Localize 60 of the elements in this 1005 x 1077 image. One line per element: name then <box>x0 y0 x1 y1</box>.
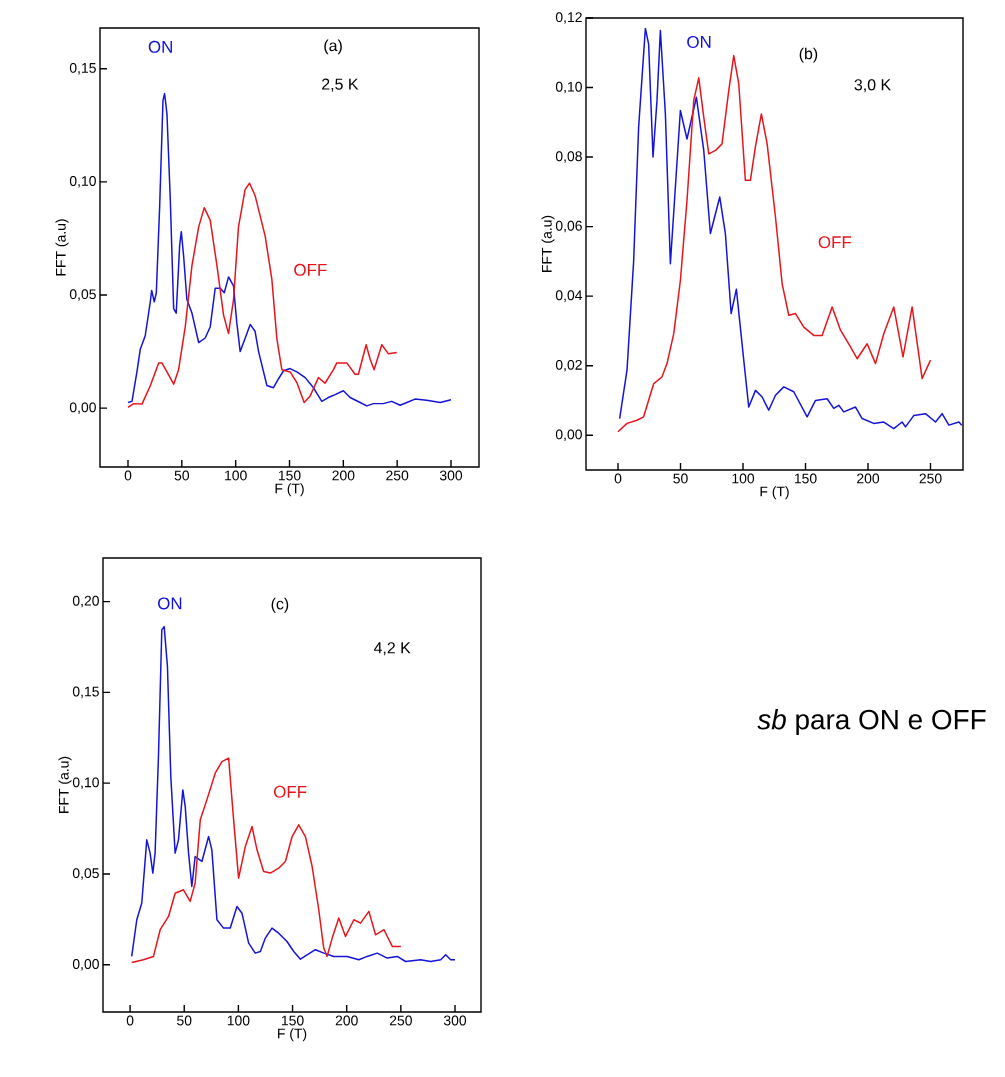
annotation: (b) <box>799 47 818 63</box>
x-tick-label: 0 <box>126 1015 134 1026</box>
x-tick-label: 200 <box>335 1015 358 1026</box>
y-tick-label: 0,10 <box>72 777 99 789</box>
text: sb para ON e OFF <box>757 709 986 735</box>
x-axis-title: F (T) <box>760 486 789 500</box>
x-tick-label: 300 <box>439 470 463 481</box>
y-tick-label: 0,06 <box>555 220 582 233</box>
y-tick-label: 0,15 <box>72 686 99 699</box>
y-tick-label: 0,10 <box>69 176 96 188</box>
annotation: 4,2 K <box>373 642 411 656</box>
y-axis-title: FFT (a.u) <box>58 756 72 813</box>
x-tick-label: 150 <box>794 473 817 484</box>
y-tick-label: 0,08 <box>555 151 582 163</box>
x-tick-label: 250 <box>389 1015 412 1026</box>
x-tick-label: 50 <box>673 473 688 484</box>
y-tick-label: 0,05 <box>69 289 96 301</box>
text: ON <box>148 40 172 53</box>
line-series <box>618 27 963 430</box>
x-tick-label: 50 <box>177 1015 192 1026</box>
x-tick-label: 200 <box>857 473 880 484</box>
x-tick-label: 250 <box>386 470 409 481</box>
annotation: (c) <box>271 597 289 613</box>
x-tick-label: 200 <box>332 470 355 481</box>
x-tick-label: 50 <box>174 470 190 481</box>
series-label: ON <box>158 597 182 610</box>
y-tick-label: 0,04 <box>555 290 583 302</box>
y-axis-title: FFT (a.u) <box>55 219 69 276</box>
x-axis-title: F (T) <box>275 483 304 497</box>
x-tick-label: 300 <box>443 1015 467 1026</box>
y-tick-label: 0,02 <box>555 359 582 372</box>
series-label: OFF <box>273 785 307 798</box>
x-tick-label: 0 <box>614 473 622 484</box>
line-series <box>127 92 452 407</box>
x-tick-label: 250 <box>919 473 942 484</box>
y-axis-title: FFT (a.u) <box>541 215 555 272</box>
y-tick-label: 0,12 <box>555 12 582 24</box>
line-series <box>130 625 456 963</box>
line-series <box>130 757 402 964</box>
line-series <box>127 182 398 409</box>
y-tick-label: 0,00 <box>69 402 96 414</box>
annotation: 2,5 K <box>322 78 359 92</box>
y-tick-label: 0,00 <box>72 959 99 971</box>
x-tick-label: 100 <box>227 1015 250 1026</box>
x-axis-title: F (T) <box>278 1028 307 1042</box>
text: OFF <box>818 236 852 249</box>
x-tick-label: 150 <box>278 470 301 481</box>
y-tick-label: 0,00 <box>555 429 582 441</box>
annotation: (a) <box>324 39 342 55</box>
series-label: ON <box>687 35 711 48</box>
y-tick-label: 0,15 <box>69 62 96 75</box>
y-tick-label: 0,20 <box>72 595 99 608</box>
x-tick-label: 150 <box>281 1015 304 1026</box>
annotation: 3,0 K <box>854 79 891 93</box>
x-tick-label: 0 <box>124 470 132 481</box>
y-tick-label: 0,10 <box>555 81 582 94</box>
series-label: OFF <box>294 263 327 276</box>
y-tick-label: 0,05 <box>72 868 99 880</box>
x-tick-label: 100 <box>732 473 755 484</box>
x-tick-label: 100 <box>225 470 247 481</box>
